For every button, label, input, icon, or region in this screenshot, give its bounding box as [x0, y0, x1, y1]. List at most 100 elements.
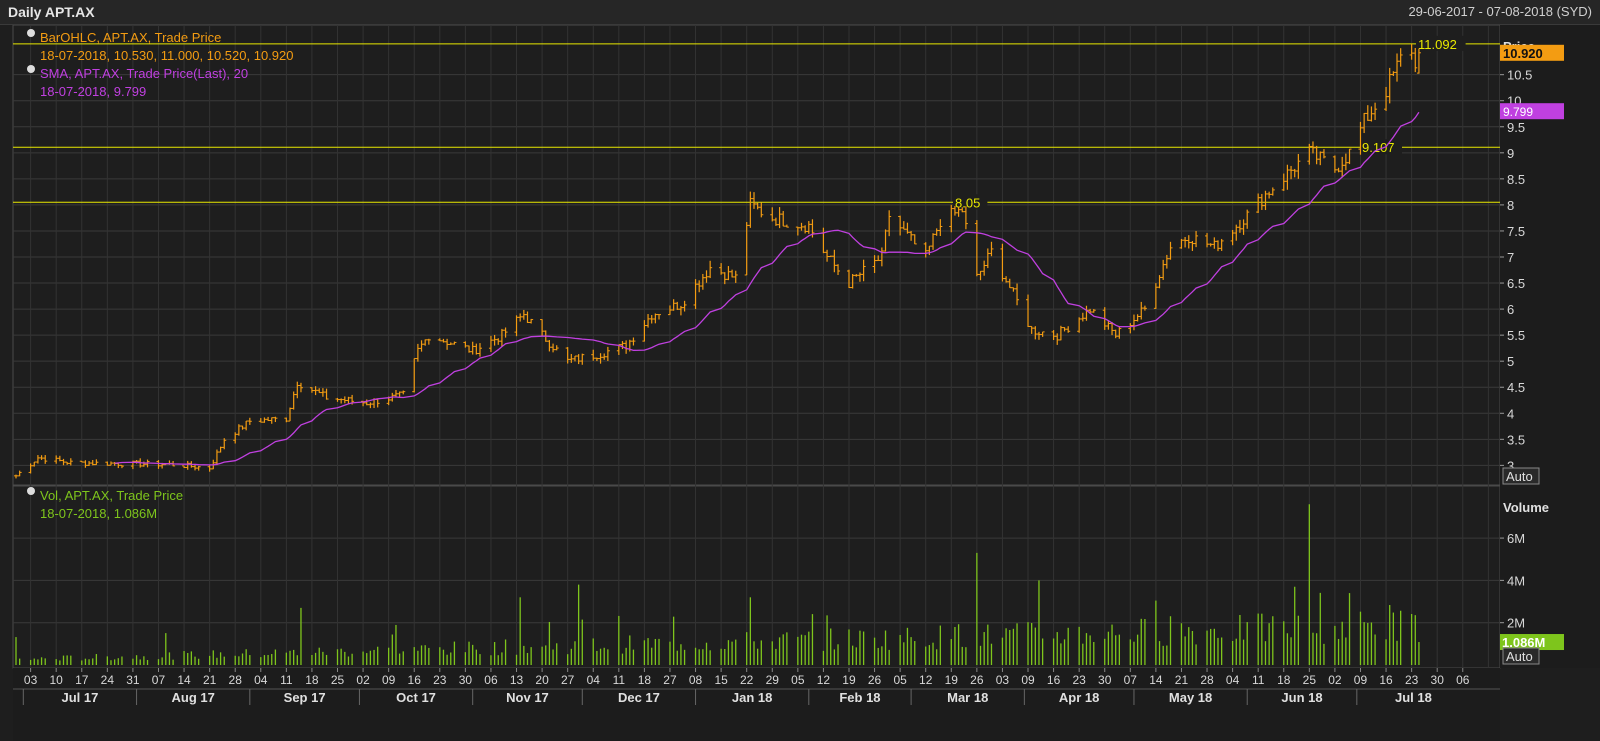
x-day-label: 07 — [152, 673, 166, 687]
x-month-label: Sep 17 — [284, 690, 326, 705]
x-month-label: Mar 18 — [947, 690, 988, 705]
price-tick-label: 9 — [1507, 146, 1514, 161]
chart-svg[interactable]: 11.092 9.107 8.05 3 3.5 4 4.5 5 5.5 6 6.5 7 7.5 8 8.5… — [0, 25, 1600, 741]
x-day-label: 04 — [587, 673, 601, 687]
level-label: 11.092 — [1418, 37, 1457, 52]
x-day-label: 11 — [613, 673, 626, 687]
x-axis-band — [13, 668, 1500, 741]
legend-toggle-icon[interactable] — [27, 29, 35, 37]
price-current-badge — [1500, 44, 1564, 61]
volume-tick-label: 2M — [1507, 616, 1525, 631]
level-lines[interactable]: 11.092 9.107 8.05 — [13, 35, 1500, 210]
volume-current-value: 1.086M — [1502, 635, 1545, 650]
volume-tick-label: 4M — [1507, 573, 1525, 588]
price-tick-label: 3.5 — [1507, 432, 1525, 447]
volume-tick-label: 6M — [1507, 531, 1525, 546]
level-label-bg — [1416, 35, 1466, 51]
x-month-label: Apr 18 — [1059, 690, 1099, 705]
x-day-label: 18 — [638, 673, 652, 687]
volume-panel[interactable] — [12, 485, 1501, 669]
price-bars — [14, 44, 1421, 479]
price-tick-label: 7 — [1507, 250, 1514, 265]
price-auto-label: Auto — [1506, 469, 1533, 484]
x-day-label: 23 — [1072, 673, 1086, 687]
price-tick-label: 7.5 — [1507, 224, 1525, 239]
x-day-label: 09 — [382, 673, 396, 687]
x-day-label: 12 — [817, 673, 831, 687]
level-label: 8.05 — [955, 195, 980, 210]
x-day-label: 10 — [50, 673, 64, 687]
x-day-label: 03 — [996, 673, 1010, 687]
x-day-label: 20 — [535, 673, 549, 687]
chart-title: Daily APT.AX — [8, 4, 95, 20]
x-day-label: 15 — [714, 673, 728, 687]
volume-legend[interactable]: Vol, APT.AX, Trade Price 18-07-2018, 1.0… — [27, 487, 183, 521]
x-day-label: 14 — [1149, 673, 1163, 687]
price-tick-label: 4.5 — [1507, 380, 1525, 395]
x-day-label: 29 — [766, 673, 780, 687]
x-day-label: 18 — [305, 673, 319, 687]
volume-auto-button[interactable] — [1502, 647, 1540, 665]
x-day-label: 28 — [229, 673, 243, 687]
legend-toggle-icon[interactable] — [27, 65, 35, 73]
x-day-label: 02 — [1328, 673, 1342, 687]
x-day-label: 19 — [842, 673, 856, 687]
x-day-label: 05 — [893, 673, 907, 687]
price-panel[interactable] — [12, 25, 1501, 486]
x-day-label: 13 — [510, 673, 524, 687]
x-month-label: Feb 18 — [839, 690, 880, 705]
x-day-label: 16 — [408, 673, 422, 687]
x-day-label: 16 — [1379, 673, 1393, 687]
level-label-bg — [953, 194, 988, 210]
grid — [13, 25, 1500, 668]
price-tick-label: 4 — [1507, 406, 1514, 421]
x-month-label: Nov 17 — [506, 690, 549, 705]
x-day-label: 26 — [970, 673, 984, 687]
x-day-label: 28 — [1200, 673, 1214, 687]
x-month-label: Jul 17 — [62, 690, 99, 705]
x-day-label: 19 — [945, 673, 959, 687]
x-day-label: 16 — [1047, 673, 1061, 687]
x-day-label: 07 — [1124, 673, 1138, 687]
x-day-label: 30 — [1098, 673, 1112, 687]
sma-line-group — [114, 111, 1420, 466]
x-month-label: Jul 18 — [1395, 690, 1432, 705]
x-day-label: 22 — [740, 673, 754, 687]
x-day-label: 03 — [24, 673, 38, 687]
sma-current-badge — [1500, 103, 1564, 120]
x-day-label: 27 — [561, 673, 575, 687]
price-tick-label: 6.5 — [1507, 276, 1525, 291]
price-legend-values: 18-07-2018, 10.530, 11.000, 10.520, 10.9… — [40, 48, 293, 63]
x-month-label: May 18 — [1169, 690, 1212, 705]
price-tick-label: 10.5 — [1507, 68, 1532, 83]
axis-area — [1500, 25, 1600, 668]
x-day-label: 23 — [433, 673, 447, 687]
x-day-label: 04 — [1226, 673, 1240, 687]
x-day-label: 27 — [663, 673, 677, 687]
x-day-label: 14 — [177, 673, 191, 687]
x-day-label: 25 — [1303, 673, 1317, 687]
x-day-label: 06 — [1456, 673, 1470, 687]
x-day-label: 31 — [126, 673, 140, 687]
x-day-label: 08 — [689, 673, 703, 687]
price-tick-label: 8 — [1507, 198, 1514, 213]
x-day-label: 26 — [868, 673, 882, 687]
price-legend[interactable]: BarOHLC, APT.AX, Trade Price 18-07-2018,… — [27, 29, 293, 99]
sma-current-value: 9.799 — [1503, 105, 1533, 119]
title-bar: Daily APT.AX 29-06-2017 - 07-08-2018 (SY… — [0, 0, 1600, 25]
legend-toggle-icon[interactable] — [27, 487, 35, 495]
x-day-label: 21 — [203, 673, 217, 687]
x-day-label: 12 — [919, 673, 933, 687]
price-auto-button[interactable] — [1502, 467, 1540, 485]
date-range: 29-06-2017 - 07-08-2018 (SYD) — [1408, 4, 1592, 19]
x-day-label: 18 — [1277, 673, 1291, 687]
x-day-label: 30 — [1431, 673, 1445, 687]
volume-auto-label: Auto — [1506, 649, 1533, 664]
x-day-label: 05 — [791, 673, 805, 687]
x-day-label: 17 — [75, 673, 89, 687]
x-day-label: 25 — [331, 673, 345, 687]
x-day-label: 21 — [1175, 673, 1189, 687]
price-tick-label: 9.5 — [1507, 120, 1525, 135]
x-day-label: 11 — [1252, 673, 1265, 687]
